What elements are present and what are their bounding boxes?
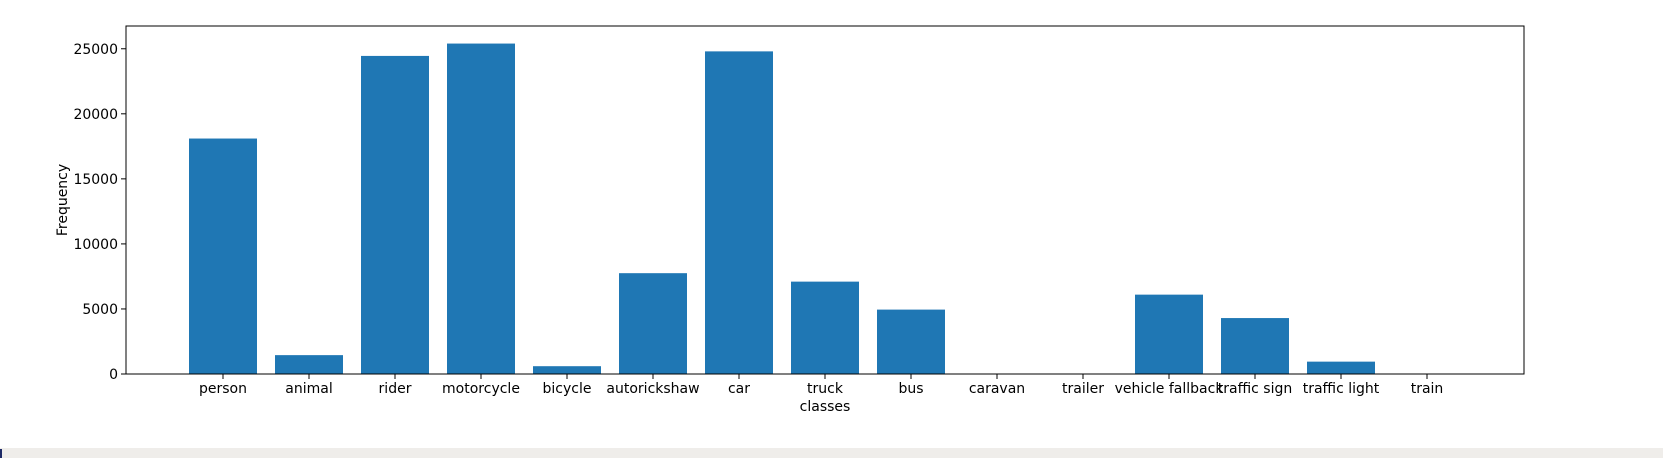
bar-traffic-sign [1221,318,1289,374]
x-tick-label: vehicle fallback [1115,381,1225,397]
bar-bicycle [533,366,601,374]
y-tick-label: 5000 [82,302,118,318]
bar-rider [361,55,429,374]
bar-traffic-light [1307,361,1375,374]
x-ticks-layer: person animal rider motorcycle bicycle autori… [199,374,1443,397]
bars-layer [189,43,1375,374]
bar-animal [275,355,343,374]
bar-bus [877,309,945,374]
x-axis-label: classes [800,399,851,415]
y-tick-label: 15000 [73,172,118,188]
bottom-strip [0,448,1663,458]
chart-svg: person animal rider motorcycle bicycle autori… [55,25,1525,415]
bar-truck [791,281,859,374]
bar-person [189,138,257,374]
x-tick-label: train [1411,381,1444,397]
x-tick-label: traffic light [1303,381,1380,397]
y-tick-label: 10000 [73,237,118,253]
y-tick-label: 25000 [73,42,118,58]
y-ticks-layer: 0 5000 10000 15000 20000 25000 [73,42,126,383]
bar-motorcycle [447,43,515,374]
bar-autorickshaw [619,273,687,374]
x-tick-label: person [199,381,247,397]
x-tick-label: autorickshaw [606,381,699,397]
bar-vehicle-fallback [1135,294,1203,374]
x-tick-label: car [728,381,750,397]
x-tick-label: bicycle [543,381,592,397]
x-tick-label: traffic sign [1218,381,1292,397]
x-tick-label: motorcycle [442,381,520,397]
x-tick-label: animal [285,381,332,397]
x-tick-label: trailer [1062,381,1104,397]
y-tick-label: 0 [109,367,118,383]
x-tick-label: truck [807,381,844,397]
bar-car [705,51,773,374]
x-tick-label: rider [379,381,412,397]
y-axis-label: Frequency [55,164,71,236]
bottom-marker [0,449,2,458]
x-tick-label: caravan [969,381,1025,397]
y-tick-label: 20000 [73,107,118,123]
x-tick-label: bus [898,381,923,397]
